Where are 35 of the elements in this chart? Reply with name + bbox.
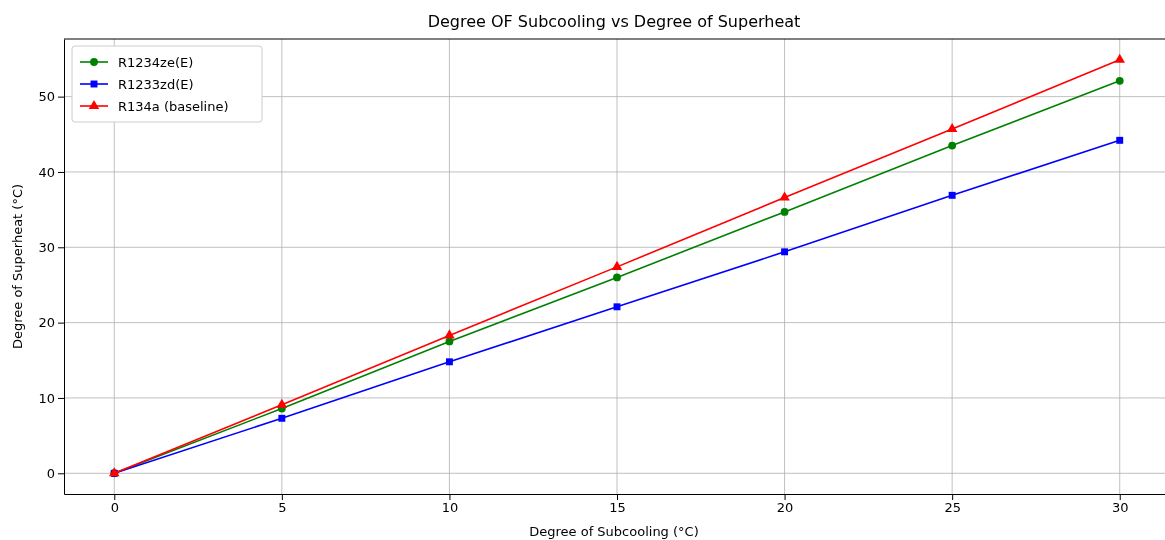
x-tick-label: 20 xyxy=(776,500,794,516)
x-tick-label: 0 xyxy=(110,500,119,516)
point xyxy=(278,414,286,422)
x-tick-label: 10 xyxy=(441,500,459,516)
x-tick-label: 30 xyxy=(1111,500,1129,516)
point xyxy=(611,260,623,270)
x-tick-label: 5 xyxy=(278,500,287,516)
legend-label: R134a (baseline) xyxy=(118,99,229,114)
x-tick-label: 15 xyxy=(609,500,626,516)
chart-title: Degree OF Subcooling vs Degree of Superheat xyxy=(427,12,801,31)
legend-label: R1234ze(E) xyxy=(118,55,194,70)
point xyxy=(276,398,288,408)
point xyxy=(948,191,956,199)
x-axis-title: Degree of Subcooling (°C) xyxy=(529,524,699,539)
y-axis-title: Degree of Superheat (°C) xyxy=(10,183,25,350)
point xyxy=(779,191,790,201)
point xyxy=(445,358,453,366)
point xyxy=(781,248,789,256)
point xyxy=(1116,136,1124,144)
y-tick-label: 0 xyxy=(46,465,55,481)
legend-label: R1233zd(E) xyxy=(118,77,194,92)
y-tick-label: 40 xyxy=(38,164,55,180)
point xyxy=(445,337,454,346)
x-tick-label: 25 xyxy=(944,500,961,516)
y-tick-label: 30 xyxy=(38,239,55,255)
point xyxy=(780,207,789,216)
point xyxy=(948,141,957,150)
point xyxy=(613,273,621,282)
y-tick-label: 20 xyxy=(38,315,55,331)
point xyxy=(946,122,958,133)
point xyxy=(444,329,455,339)
point xyxy=(1115,76,1124,85)
point xyxy=(1114,53,1125,63)
y-tick-label: 50 xyxy=(38,89,55,105)
y-tick-label: 10 xyxy=(38,390,55,406)
